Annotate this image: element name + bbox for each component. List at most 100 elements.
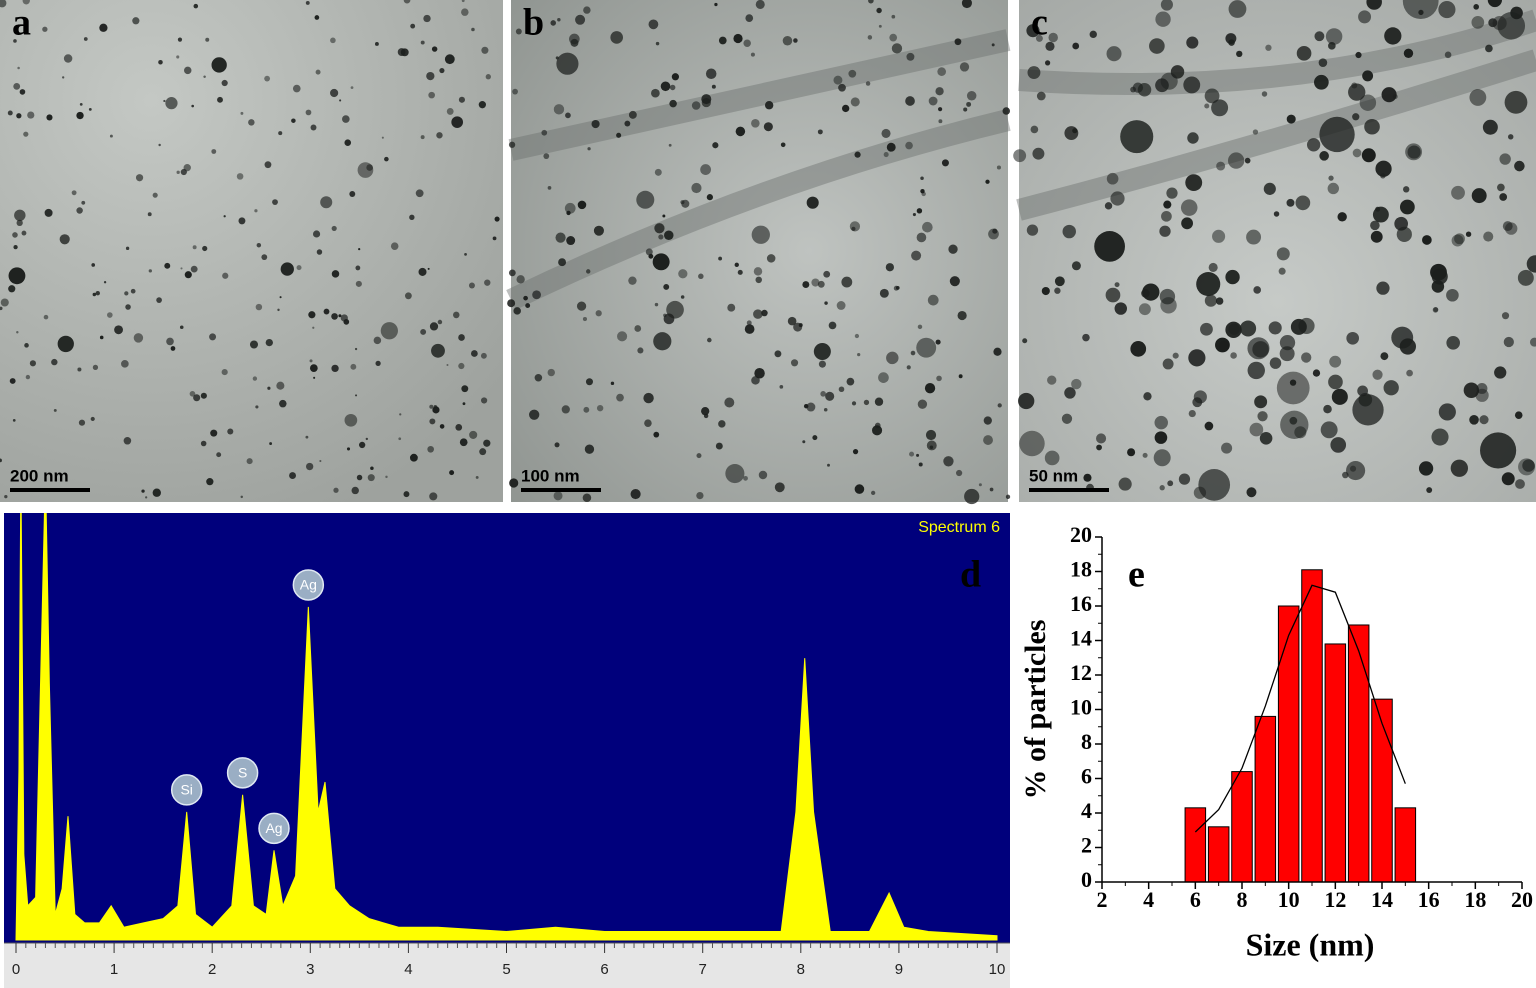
nanoparticle <box>909 451 915 457</box>
nanoparticle <box>1359 94 1377 111</box>
nanoparticle <box>1030 125 1039 134</box>
nanoparticle <box>1013 149 1027 163</box>
nanoparticle <box>1036 91 1046 101</box>
nanoparticle <box>1035 34 1043 42</box>
nanoparticle <box>240 495 243 499</box>
nanoparticle <box>591 119 600 129</box>
nanoparticle <box>367 474 375 482</box>
nanoparticle <box>711 84 716 89</box>
nanoparticle <box>193 394 201 402</box>
nanoparticle <box>727 303 736 312</box>
nanoparticle <box>1180 199 1198 216</box>
nanoparticle <box>375 360 381 367</box>
y-tick-label: 6 <box>1081 764 1092 789</box>
nanoparticle <box>420 40 425 45</box>
nanoparticle <box>582 316 588 322</box>
nanoparticle <box>291 118 296 123</box>
nanoparticle <box>1230 352 1237 359</box>
nanoparticle <box>557 18 561 22</box>
panel-label: c <box>1031 2 1048 44</box>
tem-fiber <box>506 9 1536 310</box>
nanoparticle <box>523 295 528 301</box>
nanoparticle <box>664 230 674 240</box>
nanoparticle <box>1044 450 1060 466</box>
nanoparticle <box>734 262 739 268</box>
nanoparticle <box>350 363 357 370</box>
nanoparticle <box>200 440 207 447</box>
nanoparticle <box>418 267 427 276</box>
nanoparticle <box>663 283 670 290</box>
nanoparticle <box>651 88 660 98</box>
nanoparticle <box>753 309 763 319</box>
nanoparticle <box>1438 1 1456 19</box>
nanoparticle <box>1384 27 1402 45</box>
nanoparticle <box>1120 120 1154 154</box>
nanoparticle <box>1096 433 1107 444</box>
nanoparticle <box>1320 421 1338 439</box>
x-tick-label: 14 <box>1371 887 1393 912</box>
nanoparticle <box>458 334 465 341</box>
nanoparticle <box>1306 138 1321 152</box>
nanoparticle <box>222 272 229 279</box>
nanoparticle <box>444 54 455 65</box>
x-tick-label: 3 <box>306 961 314 978</box>
nanoparticle <box>1482 119 1498 135</box>
nanoparticle <box>8 285 16 293</box>
nanoparticle <box>725 463 745 484</box>
nanoparticle <box>1263 182 1276 195</box>
nanoparticle <box>390 242 399 250</box>
nanoparticle <box>696 453 702 459</box>
nanoparticle <box>1296 46 1312 61</box>
nanoparticle <box>718 36 727 45</box>
nanoparticle <box>910 350 916 356</box>
x-tick-label: 8 <box>797 961 805 978</box>
nanoparticle <box>184 66 192 75</box>
bar <box>1394 807 1417 883</box>
nanoparticle <box>1265 44 1272 51</box>
nanoparticle <box>209 333 217 341</box>
nanoparticle <box>439 67 445 74</box>
nanoparticle <box>277 308 280 312</box>
nanoparticle <box>1071 261 1081 271</box>
nanoparticle <box>935 87 944 96</box>
nanoparticle <box>746 320 752 326</box>
nanoparticle <box>331 364 339 373</box>
nanoparticle <box>1215 297 1224 305</box>
nanoparticle <box>507 299 516 308</box>
nanoparticle <box>152 192 158 198</box>
nanoparticle <box>1082 333 1090 342</box>
nanoparticle <box>462 402 466 406</box>
nanoparticle <box>133 333 144 343</box>
nanoparticle <box>966 90 977 101</box>
nanoparticle <box>1438 403 1456 421</box>
nanoparticle <box>1054 276 1065 287</box>
nanoparticle <box>750 52 755 57</box>
nanoparticle <box>1372 369 1383 380</box>
nanoparticle <box>400 48 409 57</box>
spectrum-area <box>15 513 998 941</box>
bar <box>1301 569 1323 883</box>
nanoparticle <box>1027 66 1041 80</box>
nanoparticle <box>1508 134 1514 140</box>
nanoparticle <box>221 79 228 87</box>
nanoparticle <box>1045 41 1055 51</box>
nanoparticle <box>735 126 746 137</box>
nanoparticle <box>1211 99 1229 117</box>
nanoparticle <box>906 52 915 61</box>
nanoparticle <box>1247 361 1265 380</box>
nanoparticle <box>595 310 602 317</box>
nanoparticle <box>1138 303 1151 316</box>
x-tick-label: 4 <box>1143 887 1154 912</box>
nanoparticle <box>1381 87 1397 103</box>
nanoparticle <box>532 290 541 300</box>
nanoparticle <box>1183 76 1201 94</box>
nanoparticle <box>553 491 563 501</box>
nanoparticle <box>916 337 937 358</box>
nanoparticle <box>471 27 475 32</box>
nanoparticle <box>1431 268 1448 285</box>
x-axis-label: Size (nm) <box>1246 926 1375 962</box>
nanoparticle <box>957 310 967 321</box>
nanoparticle <box>628 276 637 285</box>
nanoparticle <box>905 141 913 150</box>
nanoparticle <box>964 488 980 505</box>
